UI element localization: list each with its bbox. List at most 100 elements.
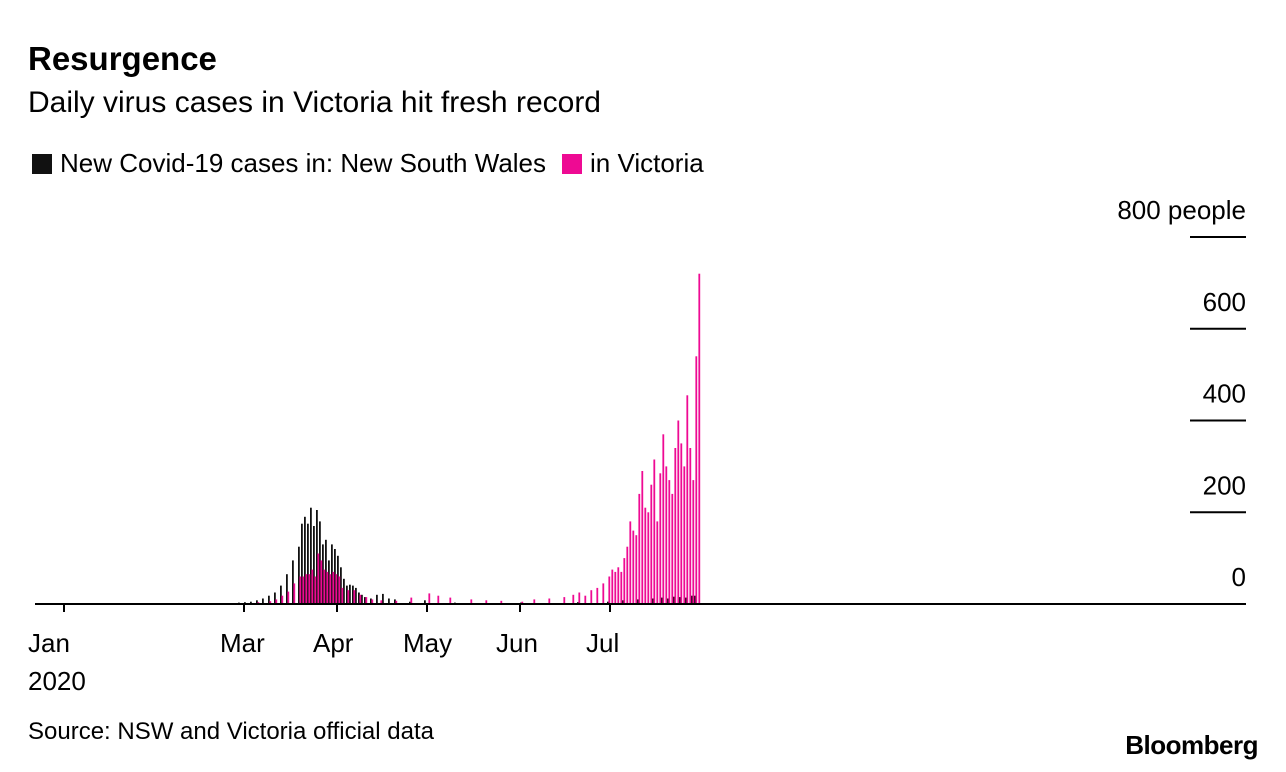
bar-vic-2020-06-15 — [563, 597, 566, 604]
bar-vic-2020-07-22 — [674, 448, 677, 604]
bar-nsw-2020-04-16 — [382, 593, 384, 604]
bar-vic-2020-07-05 — [623, 558, 626, 604]
bar-nsw-2020-07-22 — [673, 596, 675, 604]
bar-vic-2020-07-09 — [635, 535, 638, 604]
bar-vic-2020-07-07 — [629, 521, 632, 604]
x-tick-label-mar: Mar — [220, 628, 265, 658]
bar-nsw-2020-03-13 — [280, 585, 282, 604]
bar-vic-2020-07-06 — [626, 546, 629, 604]
bar-vic-2020-04-15 — [380, 600, 383, 604]
bar-vic-2020-03-29 — [329, 574, 332, 604]
bar-vic-2020-07-29 — [695, 356, 698, 604]
bar-nsw-2020-04-12 — [370, 598, 372, 604]
y-tick-label-400: 400 — [1203, 379, 1246, 409]
bar-vic-2020-05-15 — [470, 599, 473, 604]
bar-nsw-2020-03-29 — [328, 560, 330, 604]
x-tick-sublabel-year: 2020 — [28, 666, 86, 696]
y-tick-label-800: 800 people — [1117, 195, 1246, 225]
bar-nsw-2020-07-24 — [679, 597, 681, 604]
bar-nsw-2020-03-21 — [304, 516, 306, 604]
bar-vic-2020-05-04 — [437, 595, 440, 604]
bar-nsw-2020-04-02 — [340, 567, 342, 604]
bar-vic-2020-07-03 — [617, 567, 620, 604]
bar-nsw-2020-03-09 — [268, 595, 270, 604]
bar-nsw-2020-03-15 — [286, 574, 288, 604]
bar-nsw-2020-07-20 — [667, 598, 669, 604]
bar-vic-2020-07-04 — [620, 571, 623, 604]
bar-vic-2020-04-12 — [371, 599, 374, 604]
bar-vic-2020-04-04 — [347, 590, 350, 604]
bar-nsw-2020-04-20 — [394, 599, 396, 604]
bar-vic-2020-06-26 — [596, 587, 599, 604]
bar-vic-2020-04-10 — [365, 597, 368, 604]
bar-nsw-2020-03-11 — [274, 592, 276, 604]
bar-vic-2020-03-17 — [293, 583, 296, 604]
bar-vic-2020-04-25 — [410, 597, 413, 604]
x-axis: Jan 2020 Mar Apr May Jun Jul — [28, 603, 1246, 696]
source-note: Source: NSW and Victoria official data — [28, 718, 434, 745]
bar-vic-2020-07-13 — [647, 512, 650, 605]
x-tick-label-jul: Jul — [586, 628, 619, 658]
bars-nsw — [232, 507, 696, 604]
bar-vic-2020-03-28 — [326, 571, 329, 604]
bar-vic-2020-06-18 — [572, 594, 575, 604]
bar-vic-2020-07-25 — [683, 466, 686, 604]
x-tick-label-jan: Jan — [28, 628, 70, 658]
bar-vic-2020-03-26 — [320, 560, 323, 604]
bar-nsw-2020-04-18 — [388, 598, 390, 604]
bar-nsw-2020-07-10 — [637, 599, 639, 604]
y-tick-label-600: 600 — [1203, 287, 1246, 317]
bar-nsw-2020-03-26 — [319, 521, 321, 604]
bar-vic-2020-07-10 — [638, 493, 641, 604]
bar-nsw-2020-04-04 — [346, 585, 348, 604]
bar-nsw-2020-03-22 — [307, 523, 309, 604]
bar-vic-2020-06-01 — [521, 601, 524, 604]
legend: New Covid-19 cases in: New South Wales i… — [32, 148, 720, 179]
bar-nsw-2020-03-27 — [322, 544, 324, 604]
bar-vic-2020-07-11 — [641, 471, 644, 604]
bar-vic-2020-05-20 — [485, 600, 488, 604]
x-tick-label-may: May — [403, 628, 452, 658]
bar-vic-2020-03-13 — [281, 595, 284, 604]
bar-vic-2020-06-30 — [608, 576, 611, 604]
x-tick-label-apr: Apr — [313, 628, 354, 658]
bar-vic-2020-07-17 — [659, 473, 662, 604]
bar-vic-2020-03-21 — [305, 574, 308, 604]
legend-item-nsw: New Covid-19 cases in: New South Wales — [32, 148, 546, 179]
bar-vic-2020-06-28 — [602, 583, 605, 604]
bar-nsw-2020-04-06 — [352, 585, 354, 604]
y-tick-label-200: 200 — [1203, 470, 1246, 500]
legend-swatch-vic — [562, 153, 583, 174]
bar-nsw-2020-07-18 — [661, 597, 663, 604]
bar-vic-2020-06-24 — [590, 590, 593, 604]
bar-nsw-2020-03-19 — [298, 546, 300, 604]
bar-vic-2020-03-27 — [323, 569, 326, 604]
y-tick-label-0: 0 — [1232, 562, 1246, 592]
bar-vic-2020-07-12 — [644, 507, 647, 604]
bar-nsw-2020-04-05 — [349, 584, 351, 604]
bar-nsw-2020-03-23 — [310, 507, 312, 604]
bar-vic-2020-05-01 — [428, 593, 431, 604]
bar-vic-2020-04-20 — [395, 600, 398, 604]
bar-vic-2020-06-22 — [584, 595, 587, 604]
bar-vic-2020-07-27 — [689, 448, 692, 604]
bar-vic-2020-07-18 — [662, 434, 665, 604]
bar-vic-2020-04-01 — [338, 576, 341, 604]
bar-nsw-2020-03-25 — [316, 510, 318, 604]
bar-vic-2020-03-25 — [317, 553, 320, 604]
x-tick-label-jun: Jun — [496, 628, 538, 658]
bar-nsw-2020-03-28 — [325, 539, 327, 604]
bar-nsw-2020-07-26 — [685, 597, 687, 604]
bar-vic-2020-04-08 — [359, 594, 362, 604]
bar-nsw-2020-04-09 — [361, 594, 363, 604]
chart-title: Resurgence — [28, 40, 217, 77]
bar-vic-2020-07-23 — [677, 420, 680, 604]
bar-vic-2020-07-30 — [698, 273, 701, 604]
bar-nsw-2020-04-03 — [343, 578, 345, 604]
bar-nsw-2020-07-29 — [694, 595, 696, 604]
brand-logo: Bloomberg — [1125, 730, 1258, 760]
bar-nsw-2020-03-07 — [262, 598, 264, 604]
bar-vic-2020-07-20 — [668, 480, 671, 604]
bar-nsw-2020-04-01 — [337, 555, 339, 604]
bar-nsw-2020-04-07 — [355, 587, 357, 604]
